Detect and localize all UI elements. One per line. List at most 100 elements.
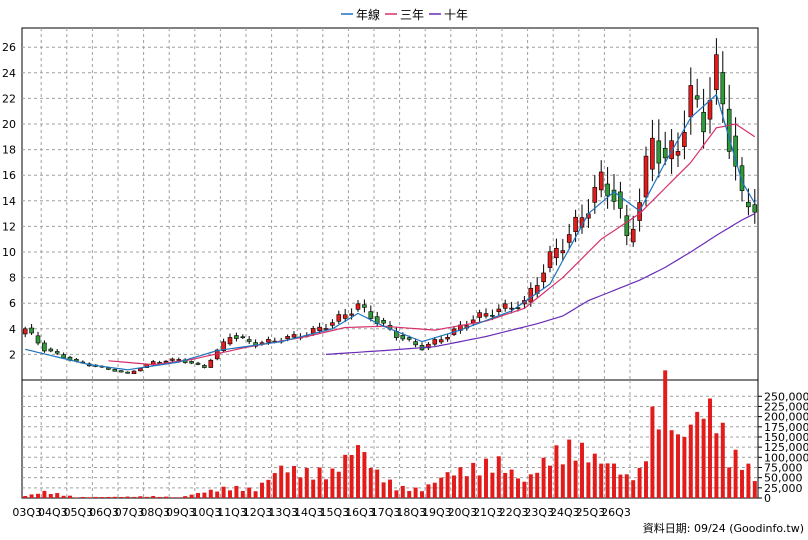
volume-bar xyxy=(368,468,373,498)
candle-body xyxy=(323,328,329,330)
volume-bar xyxy=(612,463,616,498)
volume-bar xyxy=(330,468,335,498)
price-candles xyxy=(22,38,758,375)
x-tick-label: 08Q3 xyxy=(140,506,170,519)
candle-body xyxy=(29,327,34,334)
candle-body xyxy=(714,54,719,91)
volume-bar xyxy=(554,445,559,498)
volume-bar xyxy=(381,482,386,498)
candle-body xyxy=(362,304,367,308)
volume-bar xyxy=(74,497,79,498)
x-tick-label: 13Q3 xyxy=(268,506,298,519)
candle-body xyxy=(125,371,130,374)
volume-bar xyxy=(240,490,245,498)
volume-bar xyxy=(682,436,687,498)
candle-body xyxy=(112,369,118,372)
candle-body xyxy=(240,336,246,339)
candle-body xyxy=(496,308,502,312)
volume-bar xyxy=(714,433,719,498)
volume-bar xyxy=(266,479,271,498)
price-tick-label: 24 xyxy=(2,67,16,80)
candle-body xyxy=(752,204,758,213)
volume-bar xyxy=(106,496,111,498)
volume-tick-label: 75,000 xyxy=(764,461,803,474)
volume-bar xyxy=(740,469,744,498)
volume-tick-label: 125,000 xyxy=(764,441,808,454)
x-tick-label: 24Q3 xyxy=(550,506,580,519)
volume-bar xyxy=(637,467,642,498)
volume-bar xyxy=(336,471,341,498)
candle-body xyxy=(438,339,444,343)
candle-body xyxy=(246,339,252,342)
volume-bar xyxy=(253,491,258,498)
candle-body xyxy=(221,341,226,352)
candle-body xyxy=(554,248,559,259)
volume-bar xyxy=(548,465,552,498)
price-tick-label: 16 xyxy=(2,169,16,182)
volume-bar xyxy=(752,481,757,498)
legend-three-year-label: 三年 xyxy=(400,8,424,22)
volume-tick-label: 50,000 xyxy=(764,472,803,485)
volume-bar xyxy=(701,418,706,498)
volume-bar xyxy=(208,489,213,498)
volume-bar xyxy=(618,474,623,498)
volume-bar xyxy=(458,467,463,498)
candle-body xyxy=(413,341,418,346)
grid xyxy=(22,28,758,498)
candle-body xyxy=(656,140,662,164)
volume-bar xyxy=(656,429,661,498)
candle-body xyxy=(349,313,354,316)
volume-bar xyxy=(100,497,104,498)
candle-body xyxy=(266,339,271,343)
x-tick-label: 22Q3 xyxy=(499,506,529,519)
candle-body xyxy=(746,201,751,208)
candle-body xyxy=(445,337,450,340)
volume-bar xyxy=(176,497,181,498)
x-tick-label: 20Q3 xyxy=(448,506,478,519)
volume-bar xyxy=(509,469,514,498)
x-tick-label: 15Q3 xyxy=(320,506,350,519)
volume-bar xyxy=(356,445,360,498)
candle-body xyxy=(611,189,617,202)
volume-bar xyxy=(151,495,156,498)
candle-body xyxy=(195,362,201,365)
candle-body xyxy=(310,328,316,334)
x-tick-label: 12Q3 xyxy=(243,506,273,519)
volume-bar xyxy=(676,434,680,498)
ten-year-line xyxy=(325,213,756,355)
volume-bar xyxy=(272,473,277,498)
volume-bar xyxy=(202,492,207,498)
price-tick-label: 22 xyxy=(2,92,16,105)
x-tick-label: 11Q3 xyxy=(217,506,247,519)
volume-bar xyxy=(55,493,60,498)
volume-bar xyxy=(650,406,655,498)
candle-body xyxy=(547,251,553,268)
candle-body xyxy=(650,137,655,170)
x-axis-ticks: 03Q304Q305Q306Q307Q308Q309Q310Q311Q312Q3… xyxy=(12,506,630,519)
volume-bar xyxy=(471,462,476,498)
volume-bar xyxy=(560,464,565,498)
moving-average-lines xyxy=(25,93,756,371)
volume-bar xyxy=(87,497,92,498)
volume-bar xyxy=(477,475,482,498)
volume-bar xyxy=(304,467,309,498)
volume-tick-label: 0 xyxy=(764,492,771,505)
volume-bar xyxy=(644,461,648,498)
candle-body xyxy=(342,314,348,319)
x-tick-label: 06Q3 xyxy=(89,506,119,519)
x-tick-label: 09Q3 xyxy=(166,506,196,519)
candle-body xyxy=(720,72,726,105)
volume-bar xyxy=(580,442,584,498)
volume-bar xyxy=(164,496,168,498)
volume-bar xyxy=(228,490,232,498)
volume-panel-frame xyxy=(21,379,759,499)
volume-bar xyxy=(426,484,431,498)
volume-bar xyxy=(452,475,456,498)
x-tick-label: 23Q3 xyxy=(524,506,554,519)
volume-tick-label: 225,000 xyxy=(764,400,808,413)
volume-bar xyxy=(496,456,501,498)
volume-bar xyxy=(23,495,28,498)
candle-body xyxy=(170,358,175,361)
